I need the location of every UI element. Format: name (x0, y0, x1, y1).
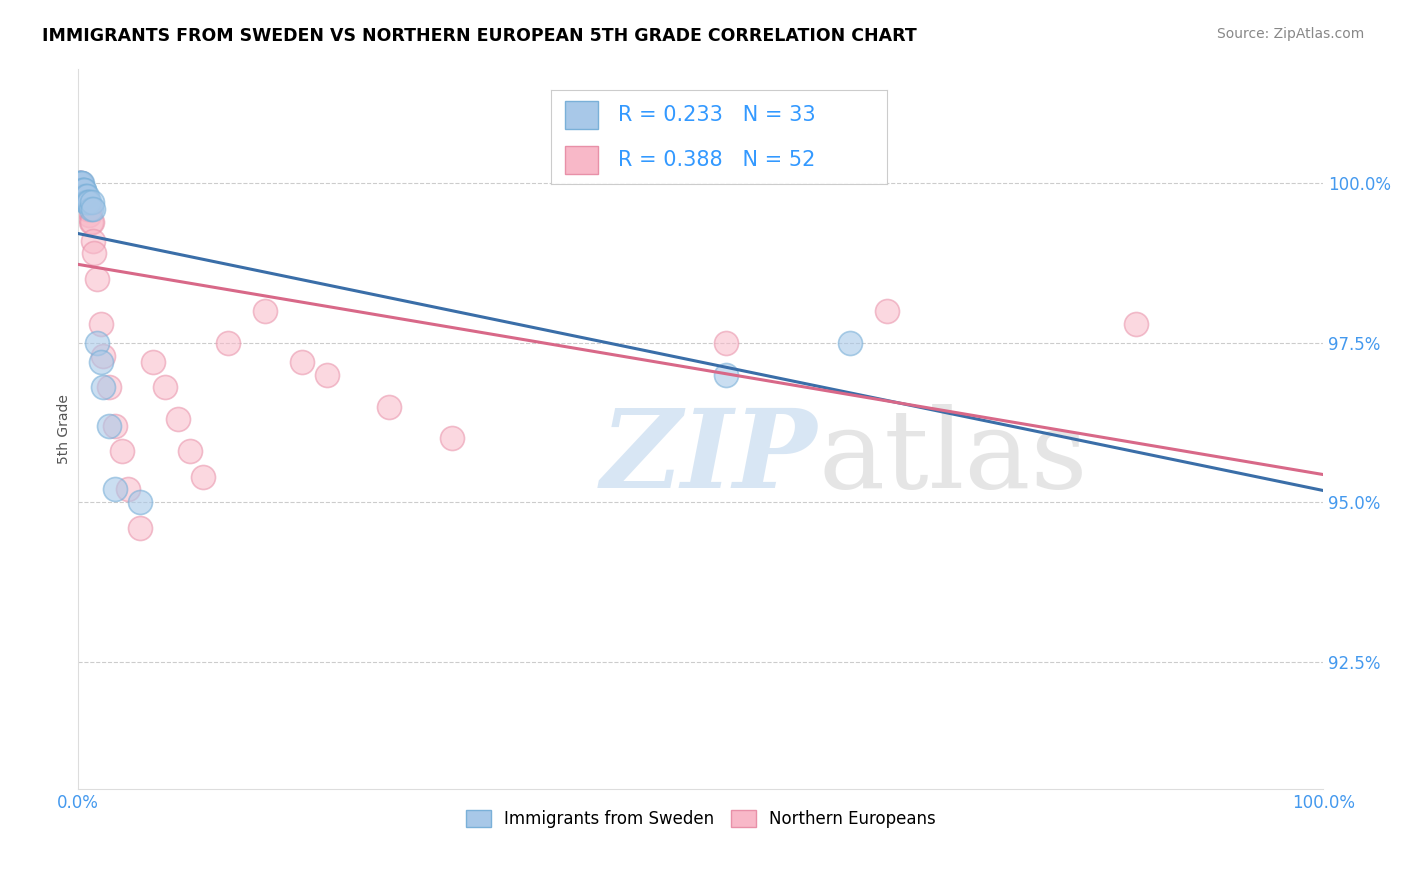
Point (73, 195, 96, 210)
Point (70, 183, 93, 197)
Point (73, 189, 96, 203)
Legend: Immigrants from Sweden, Northern Europeans: Immigrants from Sweden, Northern Europea… (458, 804, 942, 835)
Y-axis label: 5th Grade: 5th Grade (58, 394, 72, 464)
Point (67, 183, 90, 197)
Point (75, 195, 97, 210)
Point (73, 189, 96, 203)
Text: atlas: atlas (818, 404, 1088, 511)
Point (69, 177, 91, 191)
Point (69, 177, 91, 191)
Point (70, 183, 93, 197)
Point (142, 355, 165, 369)
Point (316, 368, 339, 382)
Point (75, 195, 97, 210)
Point (69, 183, 91, 197)
Text: ZIP: ZIP (600, 404, 818, 511)
Point (79, 214, 101, 228)
Point (79, 202, 101, 216)
Point (76, 202, 98, 216)
Point (70, 183, 93, 197)
Point (714, 368, 737, 382)
Point (70, 189, 93, 203)
Point (72, 189, 94, 203)
Point (129, 521, 152, 535)
Point (79, 208, 101, 222)
Point (80, 195, 103, 210)
Point (440, 432, 463, 446)
Point (98, 418, 121, 433)
Point (67, 183, 90, 197)
Point (876, 304, 898, 318)
Point (179, 444, 201, 458)
Point (73, 183, 96, 197)
Point (69, 183, 91, 197)
Point (67, 177, 90, 191)
Point (91, 380, 114, 394)
Point (155, 380, 177, 394)
Point (1125, 317, 1147, 331)
Point (69, 183, 91, 197)
Point (76, 195, 98, 210)
Point (73, 183, 96, 197)
Point (67, 177, 90, 191)
Point (72, 189, 94, 203)
Point (98, 380, 121, 394)
Point (67, 177, 90, 191)
Point (86, 272, 108, 286)
Point (77, 202, 100, 216)
Point (217, 335, 239, 350)
Point (72, 183, 94, 197)
Point (72, 183, 94, 197)
Point (104, 418, 127, 433)
Text: IMMIGRANTS FROM SWEDEN VS NORTHERN EUROPEAN 5TH GRADE CORRELATION CHART: IMMIGRANTS FROM SWEDEN VS NORTHERN EUROP… (42, 27, 917, 45)
Point (70, 183, 93, 197)
Text: Source: ZipAtlas.com: Source: ZipAtlas.com (1216, 27, 1364, 41)
Point (82, 202, 104, 216)
Point (67, 177, 90, 191)
Point (72, 189, 94, 203)
Point (75, 195, 97, 210)
Point (69, 177, 91, 191)
Point (79, 202, 101, 216)
Point (83, 246, 105, 260)
Point (714, 335, 737, 350)
Point (839, 335, 862, 350)
Point (90, 317, 112, 331)
Point (70, 189, 93, 203)
Point (191, 469, 214, 483)
Point (111, 444, 134, 458)
Point (86, 335, 108, 350)
Point (117, 483, 139, 497)
Point (253, 304, 276, 318)
Point (378, 400, 401, 414)
Point (75, 189, 97, 203)
Point (70, 189, 93, 203)
Point (291, 355, 314, 369)
Point (77, 195, 100, 210)
Point (69, 183, 91, 197)
Point (104, 483, 127, 497)
Point (69, 177, 91, 191)
Point (82, 234, 104, 248)
Point (91, 349, 114, 363)
Point (129, 495, 152, 509)
Point (70, 177, 93, 191)
Point (166, 412, 188, 426)
Point (80, 214, 103, 228)
Point (76, 189, 98, 203)
Point (70, 183, 93, 197)
Point (90, 355, 112, 369)
Point (79, 195, 101, 210)
Point (76, 195, 98, 210)
Point (73, 195, 96, 210)
Point (77, 202, 100, 216)
